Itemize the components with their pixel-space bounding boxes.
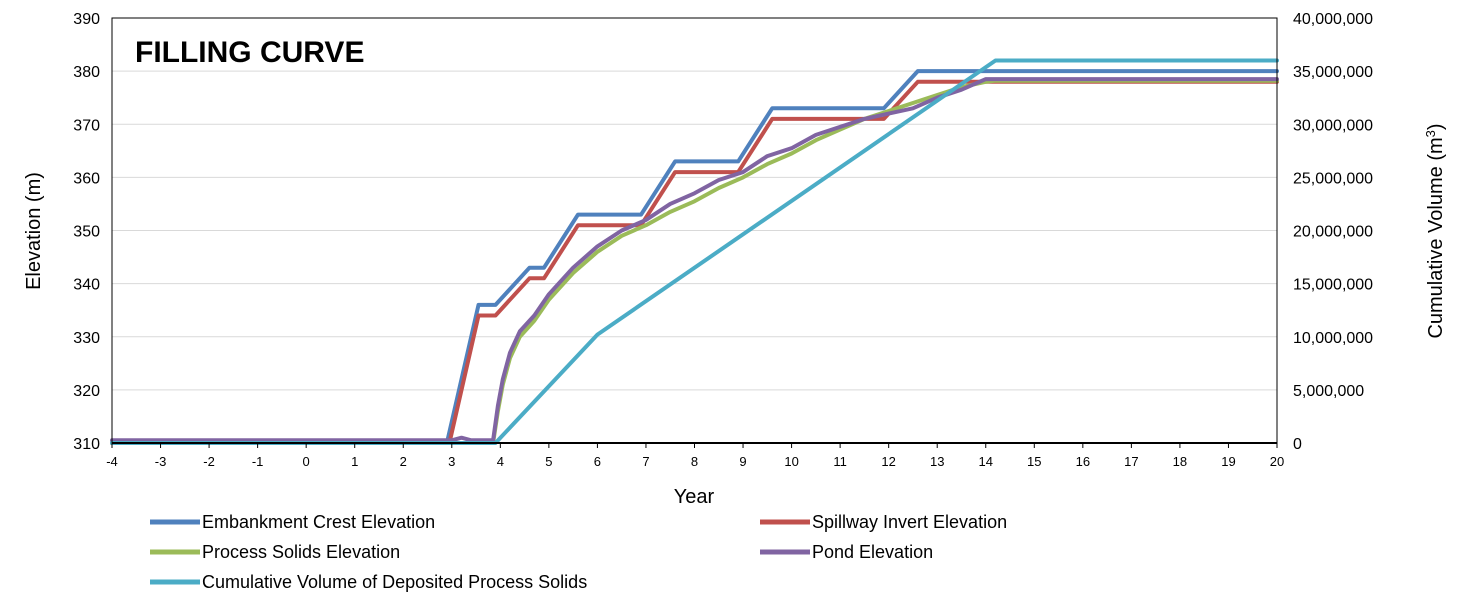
x-tick-label-8: 8 <box>691 454 698 469</box>
x-tick-label-12: 12 <box>881 454 895 469</box>
legend: Embankment Crest Elevation Spillway Inver… <box>150 512 1007 592</box>
series-line-spillway <box>110 79 1279 445</box>
x-tick-label--2: -2 <box>203 454 215 469</box>
gridlines <box>112 17 1277 391</box>
y-tick-label-310: 310 <box>73 436 100 453</box>
y-tick-label-350: 350 <box>73 224 100 241</box>
series-line-solids <box>110 78 1279 445</box>
legend-item-solids: Process Solids Elevation <box>150 542 400 562</box>
y-tick-label-360: 360 <box>73 170 100 187</box>
y2-axis-title-end: ) <box>1425 123 1447 130</box>
x-tick-label-11: 11 <box>833 454 847 469</box>
x-tick-label-16: 16 <box>1076 454 1090 469</box>
x-tick-label-13: 13 <box>930 454 944 469</box>
legend-label-embankment: Embankment Crest Elevation <box>202 512 435 532</box>
legend-item-embankment: Embankment Crest Elevation <box>150 512 435 532</box>
series-lines <box>110 58 1279 445</box>
x-tick-label-7: 7 <box>642 454 649 469</box>
x-tick-label-6: 6 <box>594 454 601 469</box>
legend-label-solids: Process Solids Elevation <box>202 542 400 562</box>
x-tick-label-9: 9 <box>739 454 746 469</box>
series-line-embankment <box>110 69 1279 445</box>
x-tick-label-14: 14 <box>979 454 993 469</box>
x-tick-label--4: -4 <box>106 454 118 469</box>
legend-item-volume: Cumulative Volume of Deposited Process S… <box>150 572 587 592</box>
x-tick-label-10: 10 <box>784 454 798 469</box>
x-tick-label-15: 15 <box>1027 454 1041 469</box>
y2-tick-label-0: 0 <box>1293 436 1302 453</box>
y-axis-title: Elevation (m) <box>23 172 45 290</box>
legend-item-spillway: Spillway Invert Elevation <box>760 512 1007 532</box>
x-tick-label-0: 0 <box>303 454 310 469</box>
x-tick-label-5: 5 <box>545 454 552 469</box>
x-tick-label-3: 3 <box>448 454 455 469</box>
chart-title: FILLING CURVE <box>135 36 364 69</box>
x-tick-label-1: 1 <box>351 454 358 469</box>
y2-axis-title: Cumulative Volume (m3) <box>1423 123 1447 338</box>
y-tick-label-330: 330 <box>73 330 100 347</box>
y2-tick-label-6: 30,000,000 <box>1293 117 1373 134</box>
legend-label-pond: Pond Elevation <box>812 542 933 562</box>
y2-axis-title-sup: 3 <box>1423 130 1438 137</box>
legend-label-volume: Cumulative Volume of Deposited Process S… <box>202 572 587 592</box>
series-line-pond <box>110 77 1279 443</box>
x-tick-label--1: -1 <box>252 454 264 469</box>
axes <box>111 17 1278 448</box>
legend-label-spillway: Spillway Invert Elevation <box>812 512 1007 532</box>
y2-tick-label-1: 5,000,000 <box>1293 383 1364 400</box>
x-axis-title: Year <box>674 486 715 508</box>
y2-tick-label-5: 25,000,000 <box>1293 170 1373 187</box>
y2-tick-label-2: 10,000,000 <box>1293 330 1373 347</box>
tick-labels: 31032033034035036037038039005,000,00010,… <box>73 11 1373 469</box>
y-tick-label-380: 380 <box>73 64 100 81</box>
x-tick-label-20: 20 <box>1270 454 1284 469</box>
y2-axis-title-main: Cumulative Volume (m <box>1425 137 1447 338</box>
x-tick-label-19: 19 <box>1221 454 1235 469</box>
y2-tick-label-8: 40,000,000 <box>1293 11 1373 28</box>
x-tick-label-2: 2 <box>400 454 407 469</box>
y-tick-label-340: 340 <box>73 277 100 294</box>
x-tick-label-17: 17 <box>1124 454 1138 469</box>
y-tick-label-390: 390 <box>73 11 100 28</box>
y2-tick-label-7: 35,000,000 <box>1293 64 1373 81</box>
y2-tick-label-3: 15,000,000 <box>1293 277 1373 294</box>
y-tick-label-370: 370 <box>73 117 100 134</box>
y-tick-label-320: 320 <box>73 383 100 400</box>
x-tick-label-4: 4 <box>497 454 504 469</box>
legend-item-pond: Pond Elevation <box>760 542 933 562</box>
y2-tick-label-4: 20,000,000 <box>1293 224 1373 241</box>
x-tick-label--3: -3 <box>155 454 167 469</box>
x-tick-label-18: 18 <box>1173 454 1187 469</box>
series-line-volume <box>110 58 1279 445</box>
